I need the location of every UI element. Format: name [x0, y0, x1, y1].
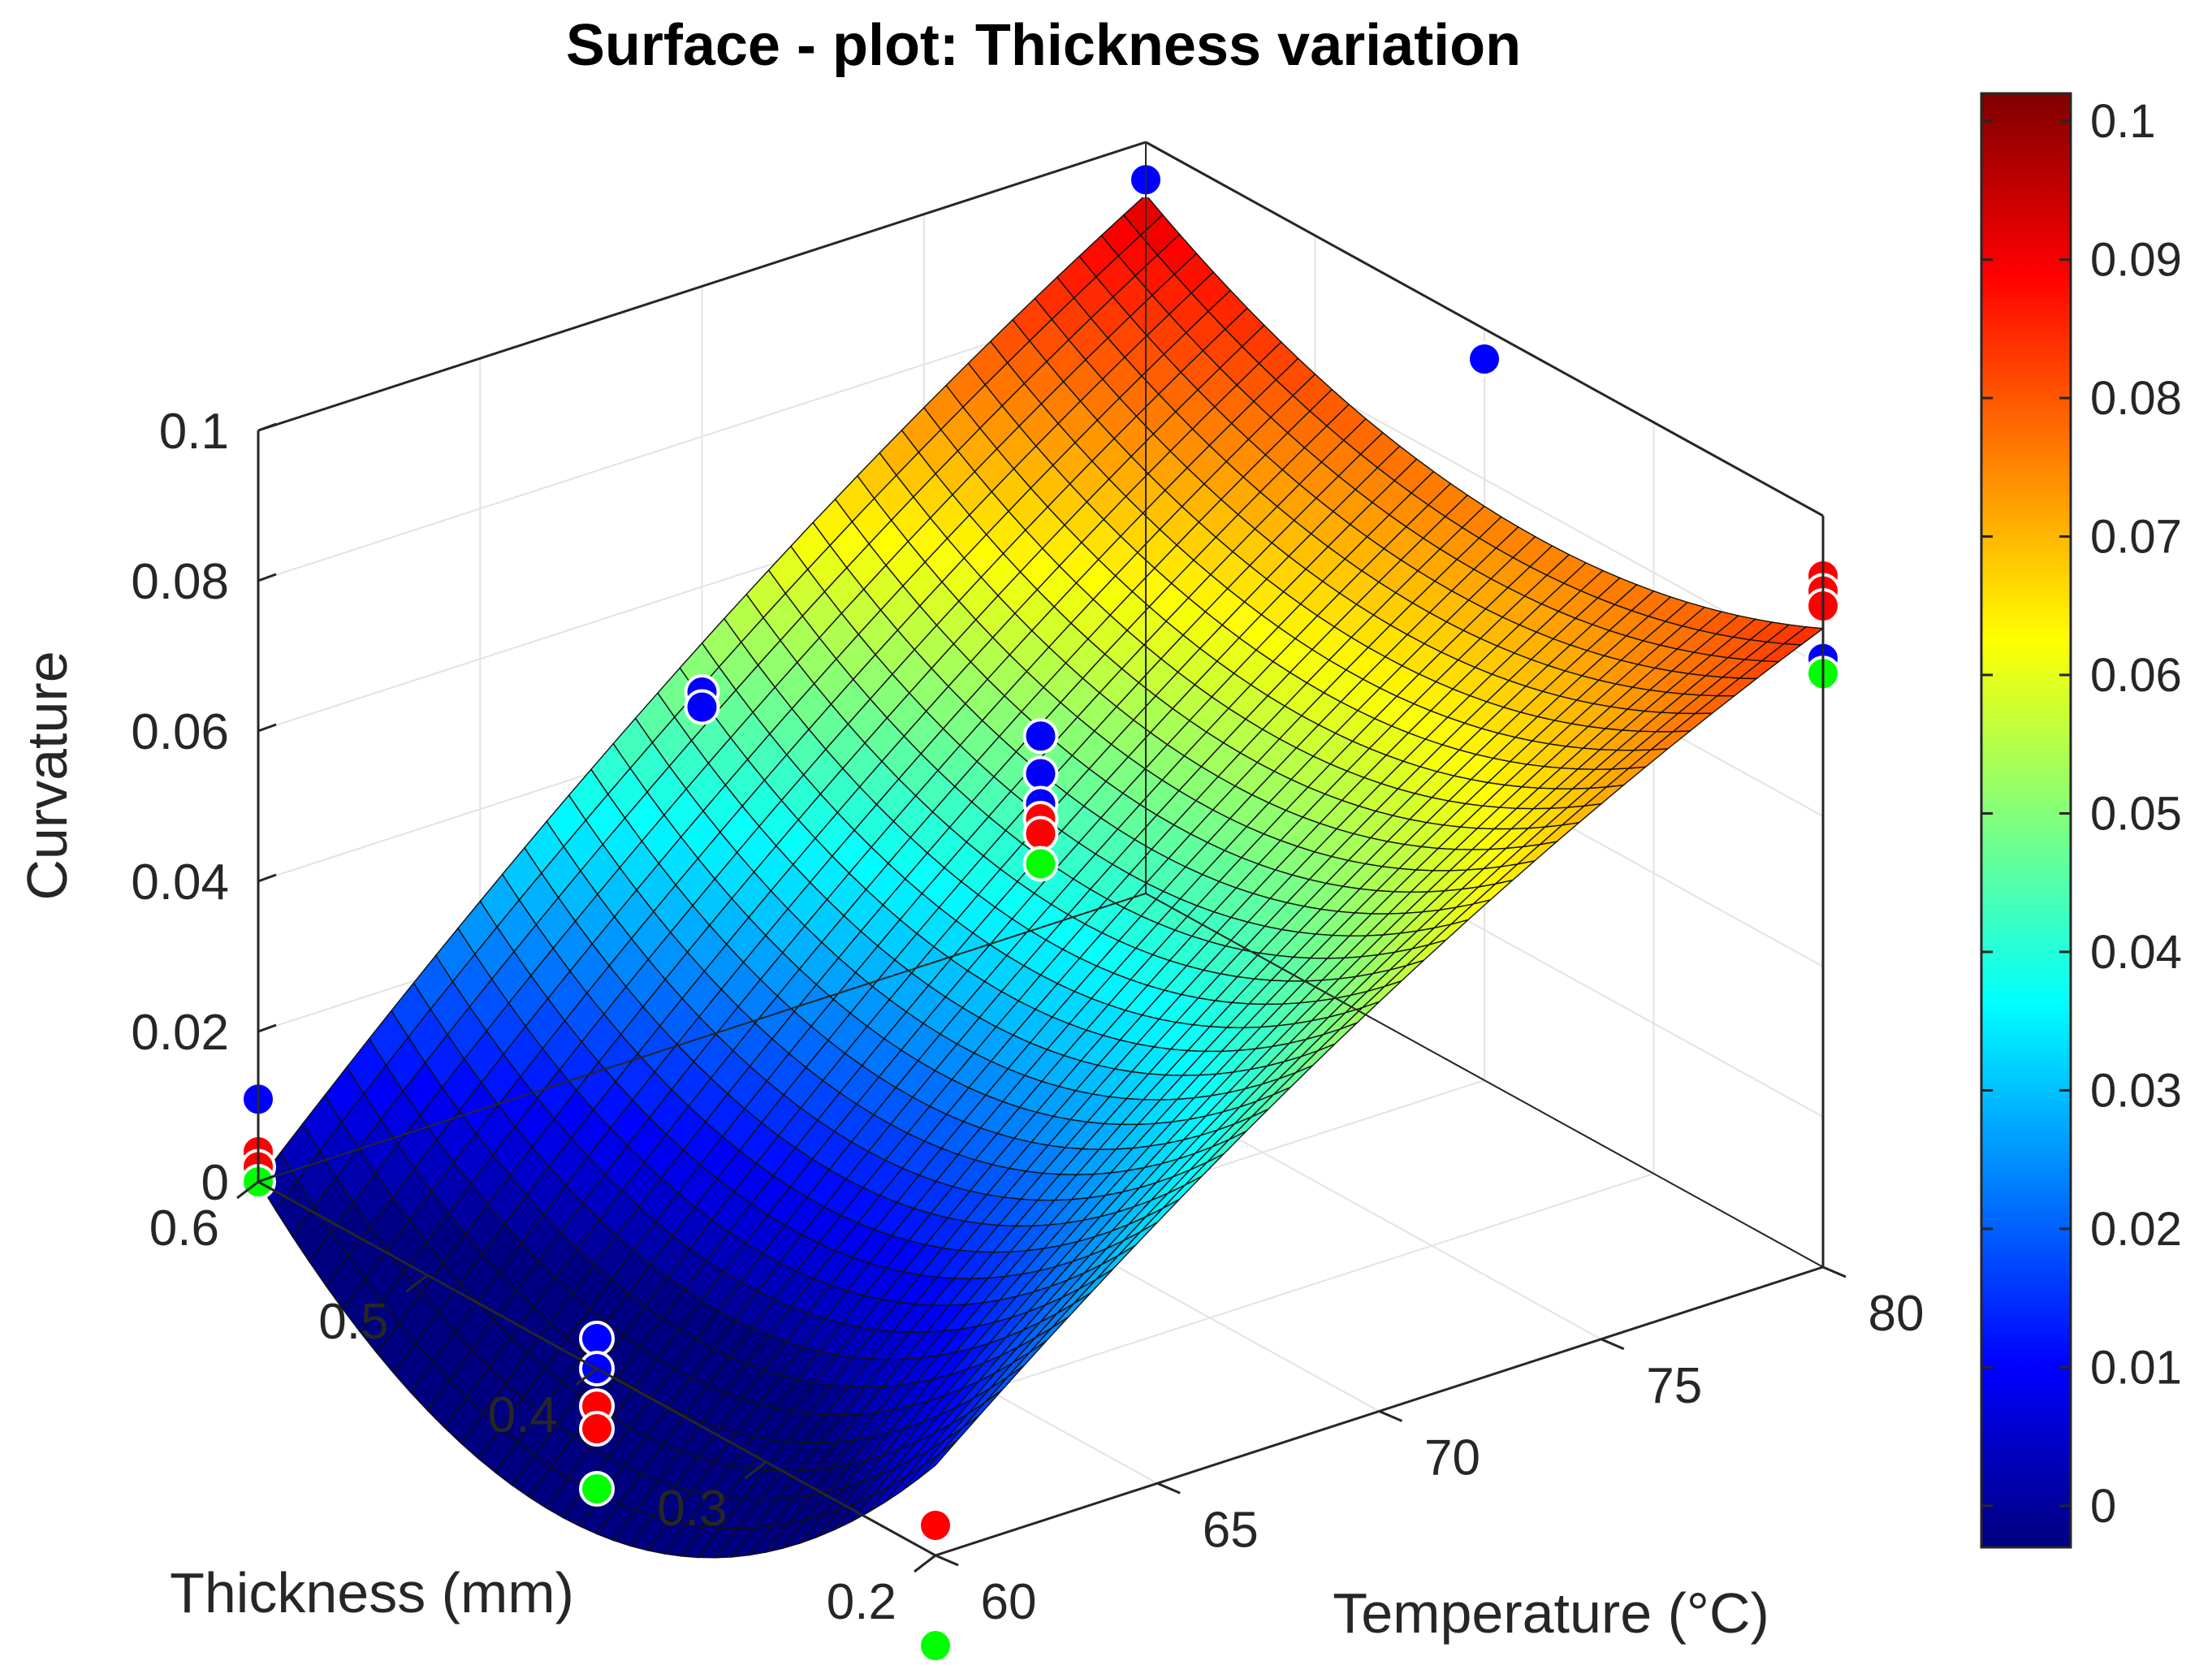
- tick-label-thickness-0: 0.2: [827, 1574, 896, 1630]
- scatter-point-green-points-1: [579, 1471, 615, 1507]
- tick-mark-curvature-2: [257, 873, 277, 883]
- z-axis-label: Curvature: [15, 651, 79, 900]
- tick-label-curvature-3: 0.06: [131, 704, 229, 760]
- scatter-point-blue-points-9: [1467, 341, 1502, 377]
- tick-mark-thickness-1: [744, 1460, 767, 1480]
- colorbar-tick-label-3: 0.03: [2090, 1064, 2182, 1117]
- tick-label-temperature-4: 80: [1869, 1286, 1925, 1342]
- scatter-point-blue-points-6: [1022, 755, 1059, 792]
- tick-label-curvature-5: 0.1: [159, 404, 229, 460]
- scatter-point-green-points-3: [1022, 846, 1059, 882]
- colorbar-tick-label-6: 0.06: [2090, 649, 2182, 702]
- tick-label-thickness-4: 0.6: [149, 1200, 219, 1257]
- surface-mesh: [257, 193, 1825, 1559]
- tick-mark-curvature-5: [257, 422, 277, 432]
- tick-mark-curvature-4: [257, 573, 277, 582]
- scatter-point-red-points-6: [1022, 815, 1059, 852]
- tick-mark-curvature-1: [257, 1023, 277, 1033]
- axis-box-top-back: [257, 141, 1147, 432]
- tick-label-temperature-1: 65: [1203, 1502, 1259, 1558]
- colorbar-tick-label-1: 0.01: [2090, 1341, 2182, 1394]
- tick-label-curvature-4: 0.08: [131, 554, 229, 610]
- colorbar-gradient: [1980, 92, 2072, 1549]
- colorbar-tick-label-7: 0.07: [2090, 511, 2182, 564]
- surface-cell: [918, 1439, 958, 1480]
- tick-mark-thickness-3: [405, 1274, 429, 1293]
- scatter-point-blue-points-5: [1022, 718, 1059, 755]
- colorbar-tick-label-5: 0.05: [2090, 787, 2182, 840]
- axis-box-floor-right: [1145, 893, 1824, 1268]
- tick-label-temperature-3: 75: [1646, 1358, 1702, 1414]
- scatter-point-blue-points-4: [684, 689, 720, 725]
- tick-mark-temperature-4: [1822, 1265, 1847, 1278]
- colorbar-tick-label-9: 0.09: [2090, 234, 2182, 287]
- tick-mark-thickness-2: [575, 1367, 598, 1386]
- colorbar-tick-label-0: 0: [2090, 1480, 2116, 1533]
- colorbar: 0 0.01 0.02 0.03 0.04 0.05 0.06 0.07 0.08 0.09 0.1: [1980, 92, 2182, 1549]
- axis-box-top-right: [1145, 141, 1824, 517]
- tick-label-curvature-0: 0: [201, 1155, 229, 1211]
- scatter-point-red-points-3: [579, 1411, 615, 1447]
- tick-mark-thickness-4: [236, 1180, 259, 1200]
- tick-mark-temperature-0: [935, 1554, 959, 1567]
- scatter-point-red-points-4: [918, 1507, 953, 1543]
- colorbar-tick-label-4: 0.04: [2090, 926, 2182, 979]
- tick-mark-curvature-0: [257, 1174, 277, 1183]
- colorbar-tick-label-8: 0.08: [2090, 372, 2182, 425]
- tick-mark-temperature-3: [1601, 1338, 1625, 1351]
- x-axis-label: Temperature (°C): [1333, 1581, 1769, 1645]
- tick-mark-temperature-2: [1378, 1410, 1403, 1422]
- axis-box-floor-back: [257, 893, 1147, 1183]
- scatter-point-green-points-2: [918, 1628, 953, 1663]
- tick-label-curvature-2: 0.04: [131, 854, 229, 911]
- tick-label-curvature-1: 0.02: [131, 1005, 229, 1061]
- tick-mark-thickness-0: [914, 1554, 936, 1573]
- colorbar-tick-label-10: 0.1: [2090, 95, 2156, 148]
- tick-label-thickness-2: 0.4: [488, 1387, 558, 1443]
- tick-label-thickness-1: 0.3: [657, 1481, 727, 1537]
- colorbar-ticks: 0 0.01 0.02 0.03 0.04 0.05 0.06 0.07 0.08 0.09 0.1: [1981, 95, 2182, 1533]
- chart-title: Surface - plot: Thickness variation: [566, 13, 1521, 78]
- scatter-point-blue-points-1: [579, 1321, 615, 1356]
- axis-ticks: 60 65 70 75 80 0.2 0.3 0.4 0.5 0.60 0.02 0.04 0.06 0.…: [131, 404, 1924, 1630]
- tick-label-temperature-0: 60: [981, 1574, 1037, 1630]
- colorbar-tick-label-2: 0.02: [2090, 1203, 2182, 1256]
- tick-label-thickness-3: 0.5: [318, 1294, 388, 1350]
- tick-label-temperature-2: 70: [1424, 1430, 1480, 1486]
- y-axis-label: Thickness (mm): [170, 1561, 574, 1624]
- tick-mark-temperature-1: [1156, 1482, 1181, 1494]
- tick-mark-curvature-3: [257, 723, 277, 733]
